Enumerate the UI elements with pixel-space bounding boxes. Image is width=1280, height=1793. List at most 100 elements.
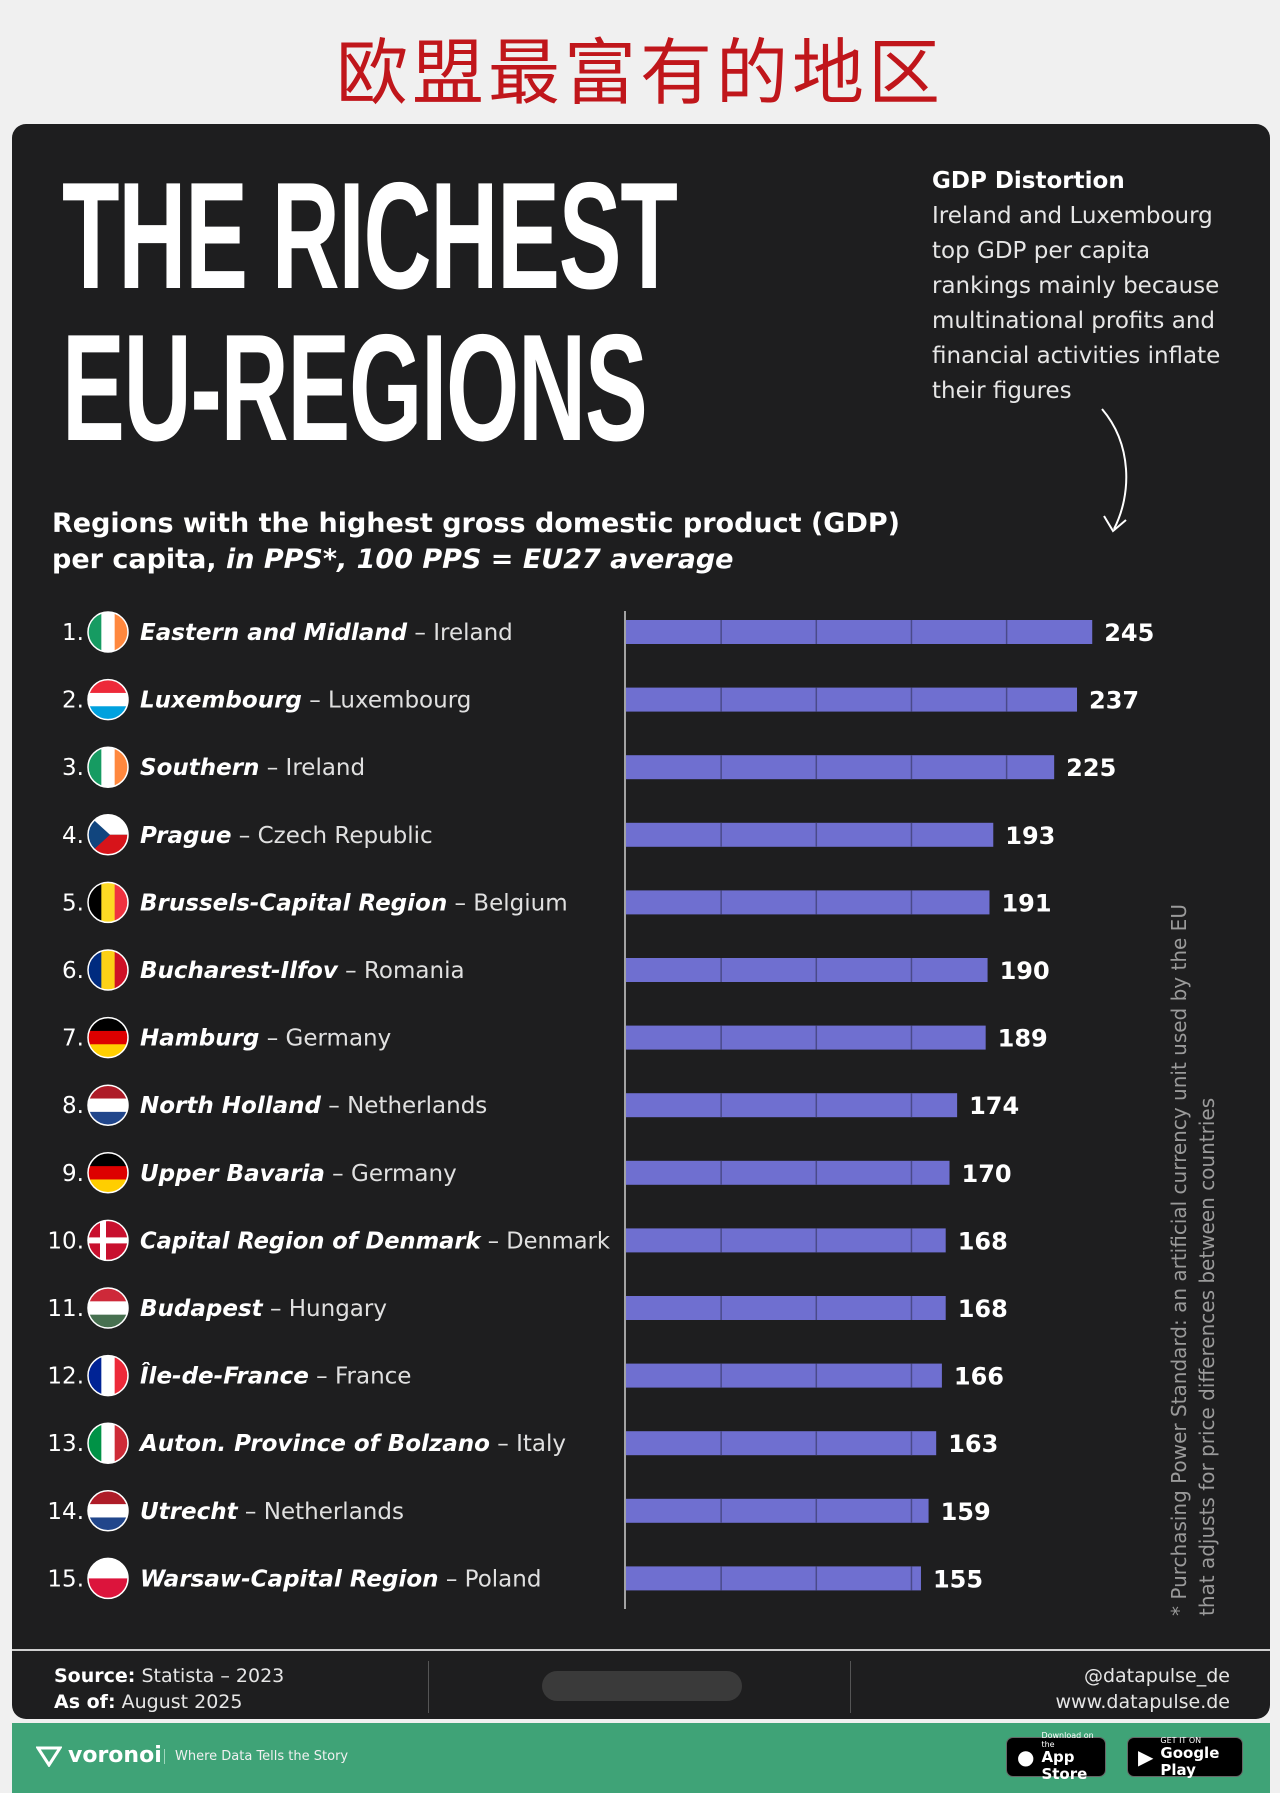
value-label: 193 xyxy=(1005,822,1055,850)
chart-row: 13. Auton. Province of Bolzano – Italy 163 xyxy=(47,1422,998,1464)
flag-ring xyxy=(87,1287,129,1329)
subtitle-plain: per capita, xyxy=(52,544,226,575)
rank-label: 4. xyxy=(62,823,84,849)
subtitle-line-1: Regions with the highest gross domestic … xyxy=(52,508,900,539)
rank-label: 13. xyxy=(47,1431,84,1457)
footer-divider xyxy=(850,1661,851,1713)
region-name: Hamburg xyxy=(140,1026,259,1052)
region-label: Auton. Province of Bolzano – Italy xyxy=(138,1431,566,1457)
chart-row: 15. Warsaw-Capital Region – Poland 155 xyxy=(47,1557,983,1600)
region-name: Luxembourg xyxy=(140,688,302,714)
chart-row: 11. Budapest – Hungary 168 xyxy=(47,1287,1008,1329)
rank-label: 12. xyxy=(47,1364,84,1390)
flag-ring xyxy=(87,1490,129,1532)
region-label: Capital Region of Denmark – Denmark xyxy=(140,1228,611,1254)
value-label: 191 xyxy=(1001,889,1051,917)
value-label: 166 xyxy=(954,1363,1004,1391)
flag-ring xyxy=(87,1084,129,1126)
region-name: Upper Bavaria xyxy=(140,1161,325,1187)
bar xyxy=(626,687,1078,712)
rank-label: 6. xyxy=(62,958,84,984)
flag-ring xyxy=(87,1422,129,1464)
flag-ring xyxy=(87,1219,129,1262)
app-store-big: App Store xyxy=(1041,1748,1088,1783)
bar xyxy=(626,1363,942,1388)
apple-icon: ● xyxy=(1017,1745,1035,1769)
top-banner: 欧盟最富有的地区 xyxy=(0,10,1280,122)
flag-ring xyxy=(87,678,129,721)
region-name: Utrecht xyxy=(140,1499,239,1525)
chart-row: 7. Hamburg – Germany 189 xyxy=(62,1016,1048,1059)
asof-value: August 2025 xyxy=(121,1691,243,1713)
google-play-button[interactable]: ▶ GET IT ON Google Play xyxy=(1127,1736,1243,1779)
region-name: Budapest xyxy=(140,1296,264,1322)
bar xyxy=(626,1566,921,1591)
region-label: Hamburg – Germany xyxy=(140,1026,391,1052)
chart-row: 12. Île-de-France – France 166 xyxy=(47,1354,1004,1397)
country-name: – Ireland xyxy=(259,755,365,781)
rank-label: 10. xyxy=(47,1228,84,1254)
value-label: 190 xyxy=(1000,957,1050,985)
region-name: Île-de-France xyxy=(140,1362,309,1390)
pps-footnote: * Purchasing Power Standard: an artifici… xyxy=(1167,904,1219,1616)
region-label: Utrecht – Netherlands xyxy=(140,1499,404,1525)
credits-block: @datapulse_de www.datapulse.de xyxy=(1056,1663,1230,1715)
page-title: THE RICHEST EU-REGIONS xyxy=(62,160,678,464)
country-name: – Netherlands xyxy=(238,1499,404,1525)
flag-ring xyxy=(87,949,129,991)
bar xyxy=(626,1498,929,1523)
asof-label: As of: xyxy=(54,1691,116,1713)
denmark-flag-icon xyxy=(88,1220,128,1261)
google-play-big: Google Play xyxy=(1160,1743,1220,1779)
bar xyxy=(626,1228,946,1253)
czech-flag-icon xyxy=(88,814,128,855)
rank-label: 11. xyxy=(47,1296,84,1322)
flag-ring xyxy=(87,1016,129,1059)
value-label: 174 xyxy=(969,1092,1019,1120)
region-name: North Holland xyxy=(140,1093,321,1119)
country-name: – Italy xyxy=(490,1431,566,1457)
value-label: 168 xyxy=(958,1295,1008,1323)
country-name: – Germany xyxy=(325,1161,457,1187)
social-handle: @datapulse_de xyxy=(1083,1665,1230,1687)
country-name: – Ireland xyxy=(407,620,513,646)
rank-label: 15. xyxy=(47,1566,84,1592)
bar xyxy=(626,890,990,915)
value-label: 155 xyxy=(933,1565,983,1593)
rank-label: 7. xyxy=(62,1026,84,1052)
region-label: Brussels-Capital Region – Belgium xyxy=(140,890,568,916)
bar xyxy=(626,822,994,847)
region-label: Luxembourg – Luxembourg xyxy=(140,688,471,714)
infographic-card: THE RICHEST EU-REGIONS GDP Distortion Ir… xyxy=(12,124,1270,1719)
country-name: – Romania xyxy=(338,958,465,984)
brand-name: voronoi xyxy=(68,1743,162,1768)
value-label: 189 xyxy=(998,1025,1048,1053)
germany-flag-icon xyxy=(88,1152,128,1193)
flag-ring xyxy=(87,611,129,653)
region-label: Upper Bavaria – Germany xyxy=(140,1161,457,1187)
bar-chart: 1. Eastern and Midland – Ireland 245 2. Luxe… xyxy=(47,611,1154,1609)
country-name: – Belgium xyxy=(447,890,567,916)
banner-title: 欧盟最富有的地区 xyxy=(335,30,944,115)
country-name: – Poland xyxy=(439,1566,542,1592)
website: www.datapulse.de xyxy=(1055,1691,1230,1713)
flag-ring xyxy=(87,1152,129,1194)
chart-row: 8. North Holland – Netherlands 174 xyxy=(62,1084,1019,1126)
voronoi-logo[interactable]: voronoi xyxy=(36,1743,162,1768)
country-name: – Luxembourg xyxy=(302,688,471,714)
bar xyxy=(626,755,1055,780)
flag-ring xyxy=(87,881,129,924)
chart-row: 9. Upper Bavaria – Germany 170 xyxy=(62,1152,1012,1194)
country-name: – Hungary xyxy=(263,1296,387,1322)
value-label: 168 xyxy=(958,1227,1008,1255)
footer: Source: Statista – 2023 As of: August 20… xyxy=(12,1649,1270,1721)
app-store-button[interactable]: ● Download on the App Store xyxy=(1006,1731,1106,1783)
chart-subtitle: Regions with the highest gross domestic … xyxy=(52,506,900,578)
blurred-logo xyxy=(542,1671,742,1701)
region-name: Prague xyxy=(140,823,231,849)
tagline: Where Data Tells the Story xyxy=(164,1749,348,1764)
region-label: Eastern and Midland – Ireland xyxy=(140,620,513,646)
play-icon: ▶ xyxy=(1138,1745,1154,1769)
rank-label: 3. xyxy=(62,755,84,781)
region-label: Île-de-France – France xyxy=(140,1362,411,1390)
